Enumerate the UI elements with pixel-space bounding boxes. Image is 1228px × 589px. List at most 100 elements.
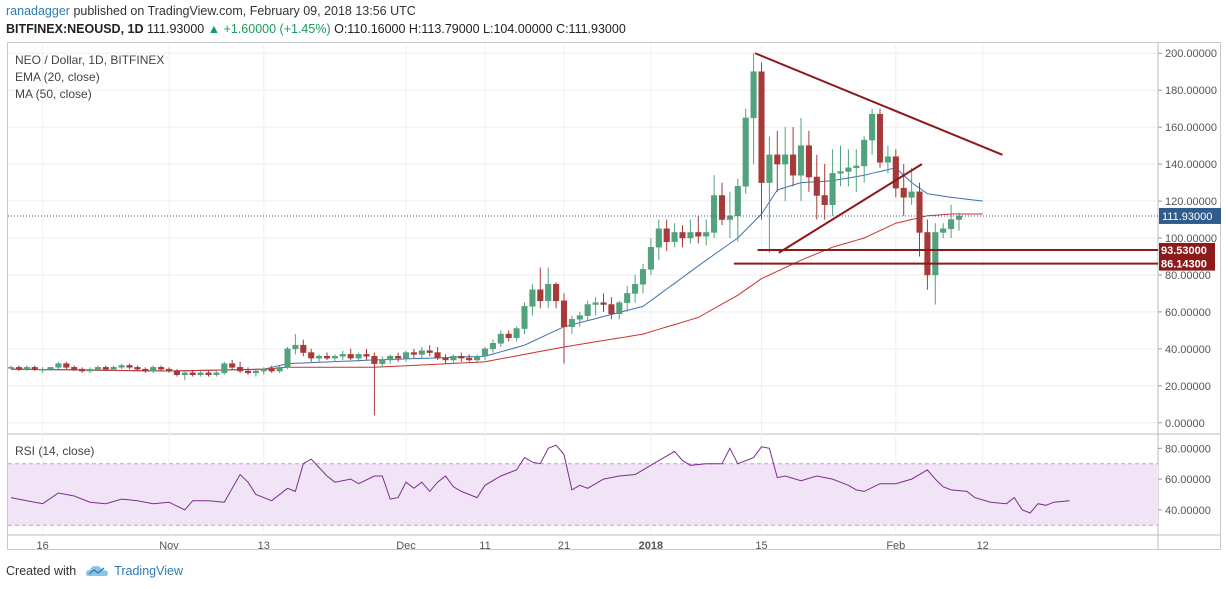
candle: [837, 145, 844, 187]
candle: [639, 263, 647, 294]
candle-body: [39, 368, 46, 371]
candle: [418, 347, 425, 359]
candle: [189, 371, 196, 377]
candle: [395, 352, 402, 362]
candle: [853, 149, 860, 192]
candle: [876, 108, 884, 168]
created-with-text: Created with: [6, 564, 77, 578]
candle-body: [410, 352, 417, 355]
candle: [529, 284, 536, 316]
author-link[interactable]: ranadagger: [6, 4, 70, 18]
candle: [158, 365, 165, 372]
candle: [505, 330, 512, 342]
candle: [916, 182, 923, 257]
candle-body: [734, 186, 741, 217]
candle-body: [592, 302, 599, 305]
tradingview-link[interactable]: TradingView: [114, 564, 183, 578]
candle-body: [181, 372, 188, 375]
candle: [821, 164, 828, 220]
candle-body: [189, 372, 196, 375]
candle-body: [940, 228, 947, 233]
candle: [632, 274, 639, 303]
candle: [687, 219, 694, 244]
candle-body: [892, 156, 899, 189]
candle-body: [110, 367, 117, 370]
candle: [497, 330, 504, 348]
candle: [553, 282, 560, 309]
candle: [647, 238, 654, 275]
candle-body: [876, 113, 884, 163]
candle-body: [387, 355, 394, 361]
candle-body: [442, 357, 449, 361]
candle: [900, 164, 907, 216]
candle-body: [647, 246, 654, 270]
candle-body: [316, 355, 323, 359]
candle-body: [197, 372, 204, 375]
y-tick-label: 80.00000: [1165, 270, 1211, 282]
candle-body: [237, 367, 244, 372]
candle: [221, 361, 228, 375]
candle: [7, 365, 15, 370]
candle-body: [916, 191, 923, 233]
candle: [347, 348, 354, 360]
candle: [79, 367, 86, 373]
candle-body: [711, 195, 718, 233]
candle: [711, 175, 718, 238]
candle-body: [458, 355, 465, 359]
candle: [229, 359, 236, 370]
candle-body: [213, 372, 220, 375]
candle: [55, 361, 62, 370]
candle: [663, 219, 670, 251]
ohlc-text: O:110.16000 H:113.79000 L:104.00000 C:11…: [334, 22, 626, 36]
candle-body: [505, 333, 512, 339]
candle: [600, 293, 607, 312]
candle: [592, 297, 599, 316]
candle: [331, 354, 338, 362]
candle-body: [797, 145, 805, 176]
candle-body: [821, 195, 828, 205]
candle-body: [363, 354, 370, 357]
candle: [434, 347, 441, 360]
candle-body: [932, 232, 939, 276]
candle: [624, 286, 631, 312]
candle: [102, 365, 109, 372]
candle-body: [837, 171, 844, 174]
candle: [584, 300, 591, 322]
candle: [869, 108, 876, 155]
candle: [513, 326, 520, 342]
candle: [766, 136, 773, 253]
candle: [284, 347, 291, 370]
x-tick-label: 2018: [639, 540, 663, 552]
support-badge: [1159, 242, 1215, 257]
candle-body: [481, 348, 489, 357]
publish-line: ranadagger published on TradingView.com,…: [6, 4, 416, 18]
candle-body: [126, 365, 133, 368]
candle: [31, 365, 38, 372]
candle-body: [537, 289, 544, 302]
candle-body: [955, 215, 963, 220]
candle: [955, 212, 963, 231]
candle-body: [347, 354, 354, 359]
x-tick-label: 15: [755, 540, 767, 552]
candle: [829, 149, 836, 216]
candle: [379, 356, 386, 368]
ema20-line: [10, 167, 983, 372]
candle: [805, 130, 812, 192]
candle-body: [766, 154, 773, 183]
candle-body: [853, 165, 860, 169]
candle-body: [331, 355, 338, 359]
candle-body: [616, 302, 623, 315]
candle: [94, 365, 101, 372]
candle-body: [395, 355, 402, 359]
candle: [608, 297, 615, 320]
candle: [71, 365, 78, 372]
change-text: +1.60000 (+1.45%): [223, 22, 331, 36]
candle: [797, 117, 805, 202]
y-tick-label: 100.00000: [1165, 233, 1217, 245]
quote-line: BITFINEX:NEOUSD, 1D 111.93000 ▲ +1.60000…: [6, 22, 626, 36]
candle-body: [339, 354, 346, 357]
change-up-icon: ▲: [207, 22, 221, 36]
y-tick-label: 140.00000: [1165, 159, 1217, 171]
candle-body: [221, 363, 228, 374]
